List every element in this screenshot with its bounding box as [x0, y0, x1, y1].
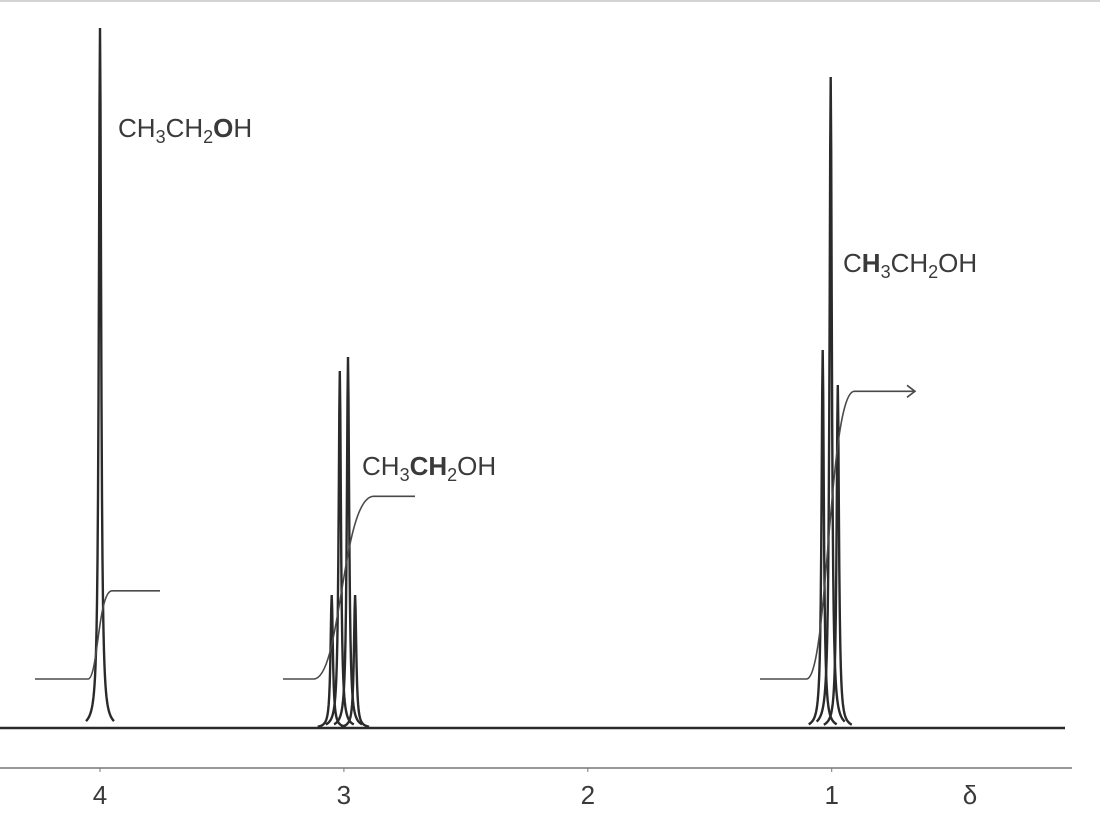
label-part: C	[891, 248, 910, 278]
peak	[340, 594, 370, 728]
label-part: 3	[881, 262, 891, 282]
label-part: H	[137, 113, 156, 143]
x-tick-label: 4	[93, 780, 107, 810]
label-part: H	[477, 451, 496, 481]
peak	[85, 27, 115, 722]
label-part: 3	[400, 465, 410, 485]
label-part: H	[862, 248, 881, 278]
label-part: O	[457, 451, 477, 481]
integral-curve	[35, 590, 160, 680]
label-part: H	[428, 451, 447, 481]
x-tick-label: 1	[824, 780, 838, 810]
signal-label: CH3CH2OH	[843, 248, 977, 282]
label-part: 2	[447, 465, 457, 485]
label-part: C	[118, 113, 137, 143]
label-part: O	[938, 248, 958, 278]
label-part: O	[213, 113, 233, 143]
label-part: C	[410, 451, 429, 481]
label-part: H	[958, 248, 977, 278]
label-part: C	[166, 113, 185, 143]
label-part: 3	[156, 127, 166, 147]
integral-arrow	[906, 384, 917, 398]
peak	[815, 76, 846, 723]
peak	[333, 356, 363, 726]
label-part: 2	[928, 262, 938, 282]
signal-label: CH3CH2OH	[362, 451, 496, 485]
label-part: C	[843, 248, 862, 278]
x-tick-label: 3	[337, 780, 351, 810]
x-axis-label: δ	[963, 780, 977, 810]
signal-label: CH3CH2OH	[118, 113, 252, 147]
peak	[823, 384, 853, 726]
peak	[808, 349, 838, 726]
label-part: 2	[203, 127, 213, 147]
peak	[317, 594, 346, 728]
label-part: H	[233, 113, 252, 143]
label-part: H	[381, 451, 400, 481]
label-part: H	[909, 248, 928, 278]
integral-curve	[760, 390, 915, 680]
label-part: C	[362, 451, 381, 481]
integral-curve	[283, 495, 415, 680]
label-part: H	[184, 113, 203, 143]
x-tick-label: 2	[581, 780, 595, 810]
